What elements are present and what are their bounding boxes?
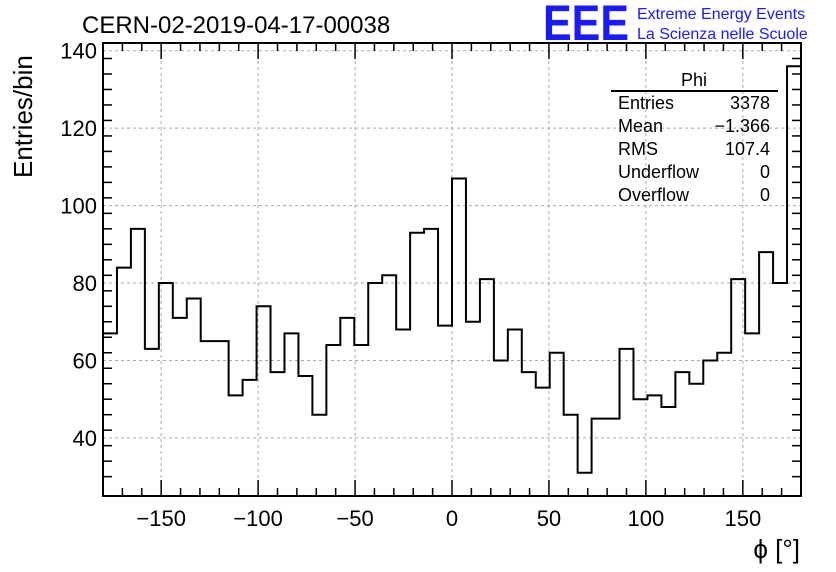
histogram-bin <box>382 275 396 496</box>
plot-frame <box>102 42 802 497</box>
stats-entries-label: Entries <box>618 93 674 113</box>
histogram-bin <box>675 372 689 496</box>
histogram-line <box>103 65 801 474</box>
histogram-bin <box>759 252 773 496</box>
eee-logo: EEE Extreme Energy Events La Scienza nel… <box>543 0 808 51</box>
histogram-bin <box>578 473 592 496</box>
histogram-bin <box>717 353 731 496</box>
histogram-bin <box>438 326 452 496</box>
y-axis-label: Entries/bin <box>8 55 38 178</box>
histogram-bin <box>661 407 675 496</box>
histogram-bin <box>410 233 424 496</box>
stats-rms-value: 107.4 <box>725 139 770 159</box>
x-axis-label: ϕ [°] <box>753 534 800 564</box>
histogram-bin <box>508 330 522 496</box>
histogram-bin <box>298 376 312 496</box>
histogram-bin <box>731 279 745 496</box>
histogram-bin <box>201 341 215 496</box>
histogram-bin <box>564 415 578 496</box>
histogram-bin <box>173 318 187 496</box>
stats-underflow-value: 0 <box>760 162 770 182</box>
histogram-bin <box>494 360 508 496</box>
histogram-bin <box>536 388 550 496</box>
y-tick-label: 40 <box>73 426 97 451</box>
histogram-bin <box>271 372 285 496</box>
x-tick-label: 150 <box>724 506 761 531</box>
y-tick-labels: 40 60 80 100 120 140 <box>60 39 97 451</box>
x-tick-labels: −150 −100 −50 0 50 100 150 <box>136 506 761 531</box>
histogram-bin <box>159 283 173 496</box>
x-tick-label: −50 <box>336 506 373 531</box>
histogram-bin <box>117 268 131 496</box>
x-tick-label: −150 <box>136 506 186 531</box>
histogram-bin <box>229 395 243 496</box>
stats-entries-value: 3378 <box>730 93 770 113</box>
histogram-bin <box>284 333 298 496</box>
histogram-bin <box>396 330 410 496</box>
histogram-bin <box>480 279 494 496</box>
histogram-bin <box>354 345 368 496</box>
axis-ticks <box>102 42 802 496</box>
histogram-bin <box>340 318 354 496</box>
histogram-bin <box>424 229 438 496</box>
y-tick-label: 60 <box>73 348 97 373</box>
histogram-bin <box>787 66 801 496</box>
x-tick-label: 100 <box>628 506 665 531</box>
histogram-bin <box>689 384 703 496</box>
histogram-bin <box>466 322 480 496</box>
stats-overflow-label: Overflow <box>618 185 690 205</box>
histogram-bin <box>620 349 634 496</box>
histogram-bin <box>145 349 159 496</box>
y-tick-label: 120 <box>60 116 97 141</box>
x-tick-label: 50 <box>537 506 561 531</box>
histogram-bin <box>452 179 466 496</box>
histogram-bin <box>592 419 606 496</box>
histogram-bin <box>131 229 145 496</box>
histogram-bin <box>243 380 257 496</box>
stats-box: Phi Entries 3378 Mean −1.366 RMS 107.4 U… <box>611 70 778 205</box>
stats-mean-value: −1.366 <box>714 116 770 136</box>
logo-line-1: Extreme Energy Events <box>637 6 805 23</box>
histogram-bin <box>215 341 229 496</box>
chart-title: CERN-02-2019-04-17-00038 <box>82 12 390 39</box>
logo-line-2: La Scienza nelle Scuole <box>637 26 808 43</box>
y-tick-label: 100 <box>60 194 97 219</box>
histogram-bin <box>522 372 536 496</box>
histogram-bin <box>368 283 382 496</box>
histogram-bin <box>187 299 201 496</box>
x-tick-label: −100 <box>233 506 283 531</box>
histogram-bin <box>550 353 564 496</box>
eee-logo-mark: EEE <box>543 0 629 51</box>
x-tick-label: 0 <box>446 506 458 531</box>
histogram-bin <box>745 333 759 496</box>
stats-underflow-label: Underflow <box>618 162 700 182</box>
y-tick-label: 140 <box>60 39 97 64</box>
histogram-bin <box>312 415 326 496</box>
stats-overflow-value: 0 <box>760 185 770 205</box>
stats-mean-label: Mean <box>618 116 663 136</box>
histogram-bin <box>773 283 787 496</box>
histogram-bin <box>326 345 340 496</box>
histogram-bin <box>647 395 661 496</box>
histogram-bin <box>703 360 717 496</box>
histogram-bin <box>257 306 271 496</box>
y-tick-label: 80 <box>73 271 97 296</box>
stats-title: Phi <box>681 70 707 90</box>
histogram-bin <box>606 419 620 496</box>
stats-rms-label: RMS <box>618 139 658 159</box>
